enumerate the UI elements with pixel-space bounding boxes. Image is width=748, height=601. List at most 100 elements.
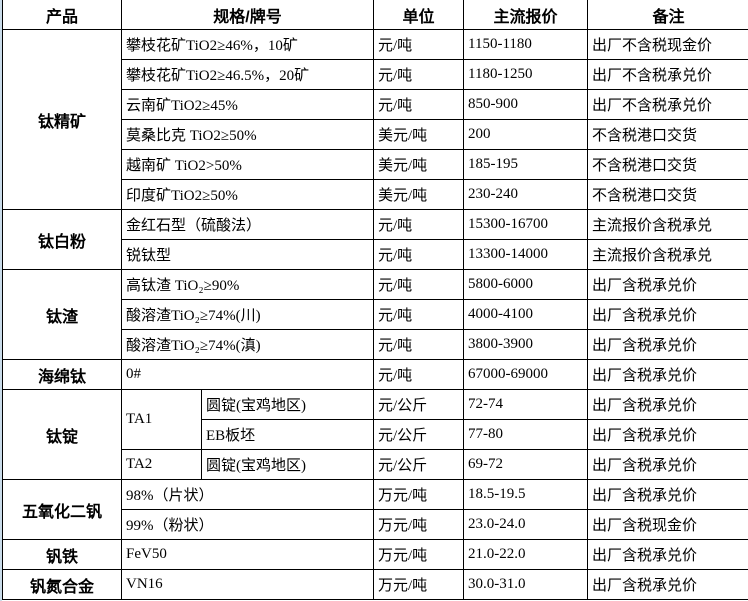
header-unit: 单位 [373,0,465,30]
grade-cell: TA1 [121,389,202,450]
unit-cell: 万元/吨 [373,569,465,600]
product-cell: 钛锭 [2,389,122,480]
spec-cell: 锐钛型 [120,239,375,270]
header-spec: 规格/牌号 [120,0,375,30]
spec-cell: 高钛渣 TiO₂≥90% [120,269,375,300]
unit-cell: 元/吨 [373,299,465,330]
table-row: 五氧化二钒 98%（片状） 万元/吨 18.5-19.5 出厂含税承兑价 [2,479,748,540]
table-row: 攀枝花矿TiO2≥46.5%，20矿 元/吨 1180-1250 出厂不含税承兑价 [3,59,748,90]
note-cell: 出厂含税承兑价 [587,269,748,300]
note-cell: 出厂含税承兑价 [587,479,748,510]
note-cell: 出厂不含税承兑价 [587,59,748,90]
unit-cell: 元/公斤 [373,449,465,480]
note-cell: 出厂含税承兑价 [587,389,748,420]
unit-cell: 元/公斤 [373,389,465,420]
note-cell: 出厂含税承兑价 [587,449,748,480]
note-cell: 出厂含税承兑价 [587,299,748,330]
table-row: 酸溶渣TiO₂≥74%(滇) 元/吨 3800-3900 出厂含税承兑价 [3,329,748,360]
price-cell: 1180-1250 [463,59,589,90]
unit-cell: 美元/吨 [373,179,465,210]
price-cell: 77-80 [463,419,589,450]
unit-cell: 元/吨 [373,239,465,270]
product-cell: 钒氮合金 [2,569,122,600]
header-price: 主流报价 [463,0,589,30]
price-cell: 21.0-22.0 [463,539,589,570]
spec-cell: 酸溶渣TiO₂≥74%(滇) [120,329,375,360]
note-cell: 出厂含税现金价 [587,509,748,540]
unit-cell: 元/吨 [373,29,465,60]
note-cell: 不含税港口交货 [587,149,748,180]
price-cell: 1150-1180 [463,29,589,60]
note-cell: 不含税港口交货 [587,119,748,150]
price-cell: 23.0-24.0 [463,509,589,540]
table-row: 酸溶渣TiO₂≥74%(川) 元/吨 4000-4100 出厂含税承兑价 [3,299,748,330]
table-row: TA2 圆锭(宝鸡地区) 元/公斤 69-72 出厂含税承兑价 [3,449,748,480]
unit-cell: 元/吨 [373,209,465,240]
price-cell: 4000-4100 [463,299,589,330]
spec-cell: EB板坯 [200,419,375,450]
price-cell: 13300-14000 [463,239,589,270]
note-cell: 主流报价含税承兑 [587,239,748,270]
spec-cell: 莫桑比克 TiO2≥50% [120,119,375,150]
product-cell: 钛精矿 [2,29,122,210]
spec-cell: VN16 [120,569,375,600]
spec-cell: 攀枝花矿TiO2≥46%，10矿 [120,29,375,60]
unit-cell: 元/吨 [373,359,465,390]
price-cell: 15300-16700 [463,209,589,240]
note-cell: 出厂不含税现金价 [587,29,748,60]
spec-cell: 攀枝花矿TiO2≥46.5%，20矿 [120,59,375,90]
unit-cell: 万元/吨 [373,509,465,540]
price-cell: 200 [463,119,589,150]
header-product: 产品 [2,0,122,30]
spec-cell: 0# [120,359,375,390]
note-cell: 出厂含税承兑价 [587,329,748,360]
price-cell: 3800-3900 [463,329,589,360]
product-cell: 五氧化二钒 [2,479,122,540]
price-cell: 18.5-19.5 [463,479,589,510]
spec-cell: 99%（粉状） [120,509,375,540]
table-row: 海绵钛 0# 元/吨 67000-69000 出厂含税承兑价 [2,359,748,390]
table-row: EB板坯 元/公斤 77-80 出厂含税承兑价 [3,419,748,450]
unit-cell: 元/吨 [373,269,465,300]
spec-cell: 圆锭(宝鸡地区) [200,449,375,480]
spec-cell: 圆锭(宝鸡地区) [200,389,375,420]
spec-cell: 酸溶渣TiO₂≥74%(川) [120,299,375,330]
header-row: 产品 规格/牌号 单位 主流报价 备注 [2,0,748,30]
price-cell: 850-900 [463,89,589,120]
table-row: 钛渣 高钛渣 TiO₂≥90% 元/吨 5800-6000 出厂含税承兑价 [2,269,748,360]
note-cell: 出厂含税承兑价 [587,419,748,450]
unit-cell: 元/吨 [373,329,465,360]
price-cell: 185-195 [463,149,589,180]
spec-cell: 越南矿 TiO2>50% [120,149,375,180]
spec-cell: FeV50 [120,539,375,570]
note-cell: 不含税港口交货 [587,179,748,210]
note-cell: 出厂含税承兑价 [587,359,748,390]
table-row: 钛锭 TA1 圆锭(宝鸡地区) 元/公斤 72-74 出厂含税承兑价 [2,389,748,480]
product-cell: 海绵钛 [2,359,122,390]
price-cell: 30.0-31.0 [463,569,589,600]
spec-cell: 云南矿TiO2≥45% [120,89,375,120]
table-row: 钛白粉 金红石型（硫酸法） 元/吨 15300-16700 主流报价含税承兑 [2,209,748,270]
unit-cell: 万元/吨 [373,539,465,570]
unit-cell: 元/公斤 [373,419,465,450]
unit-cell: 万元/吨 [373,479,465,510]
price-cell: 72-74 [463,389,589,420]
note-cell: 出厂不含税承兑价 [587,89,748,120]
product-cell: 钛白粉 [2,209,122,270]
table-row: 钛精矿 攀枝花矿TiO2≥46%，10矿 元/吨 1150-1180 出厂不含税现金价 [2,29,748,210]
price-cell: 230-240 [463,179,589,210]
table-row: 越南矿 TiO2>50% 美元/吨 185-195 不含税港口交货 [3,149,748,180]
price-cell: 69-72 [463,449,589,480]
note-cell: 出厂含税承兑价 [587,539,748,570]
product-cell: 钛渣 [2,269,122,360]
unit-cell: 美元/吨 [373,119,465,150]
unit-cell: 美元/吨 [373,149,465,180]
grade-cell: TA2 [121,449,202,480]
spec-cell: 印度矿TiO2≥50% [120,179,375,210]
spec-cell: 98%（片状） [120,479,375,510]
product-cell: 钒铁 [2,539,122,570]
table-row: 99%（粉状） 万元/吨 23.0-24.0 出厂含税现金价 [3,509,748,540]
unit-cell: 元/吨 [373,89,465,120]
